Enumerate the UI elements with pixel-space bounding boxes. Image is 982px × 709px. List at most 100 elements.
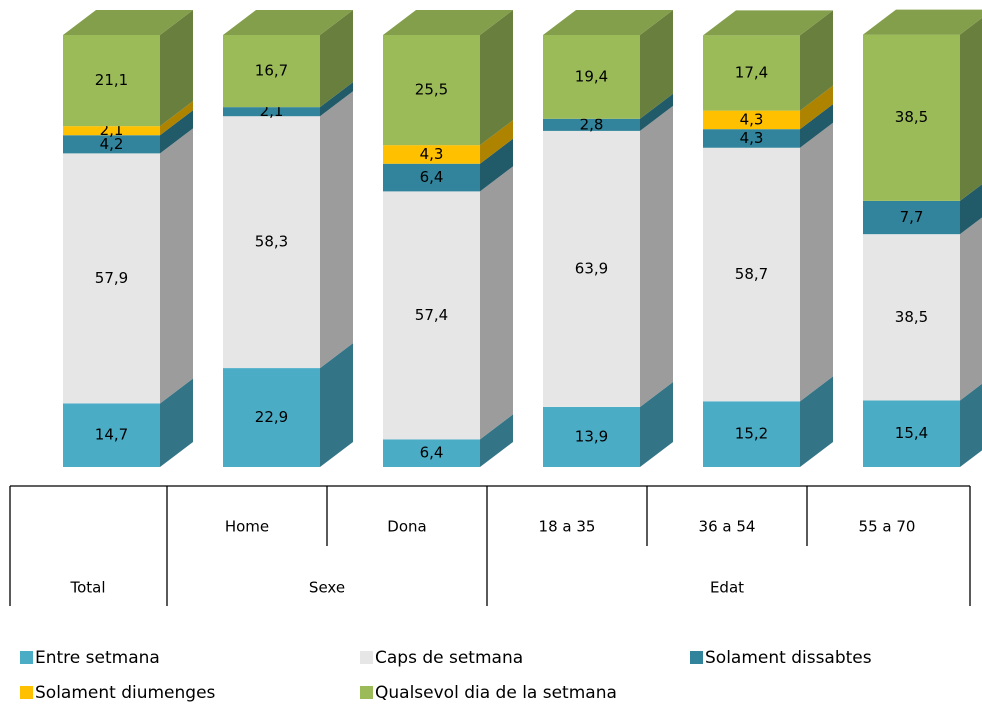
bar-side [160,101,193,136]
bar-side [800,122,833,402]
bar-segment [223,368,320,467]
bar-segment [383,191,480,440]
bar-side [640,10,673,119]
bar-side [160,10,193,127]
data-label: 2,8 [580,115,604,133]
bar-side [160,378,193,467]
bar-side [800,376,833,467]
bar-segment [703,401,800,467]
data-label: 22,9 [255,408,288,426]
x-tick-label: 55 a 70 [859,518,916,536]
data-label: 58,7 [735,265,768,283]
bar-side [480,138,513,192]
bar-side [640,105,673,407]
bar-segment [223,35,320,108]
bar-segment [703,35,800,111]
bar-segment [383,439,480,467]
bar-segment [863,34,960,201]
data-label: 6,4 [420,444,444,462]
bar-side [320,82,353,117]
bar-top [63,10,193,35]
bar-side [320,10,353,108]
bar-segment [63,403,160,467]
data-label: 21,1 [95,71,128,89]
bar-segment [63,126,160,136]
bar-top [223,10,353,35]
bar-segment [383,35,480,146]
bar-side [960,217,982,401]
data-label: 15,4 [895,424,928,442]
bar-side [480,10,513,146]
data-label: 57,4 [415,306,448,324]
legend-label: Solament dissabtes [705,648,872,668]
x-tick-label: Dona [387,518,426,536]
data-label: 38,5 [895,108,928,126]
bar-side [960,184,982,235]
data-label: 38,5 [895,308,928,326]
x-tick-label: 18 a 35 [539,518,596,536]
data-label: 6,4 [420,168,444,186]
data-label: 4,2 [100,135,124,153]
legend-swatch [20,651,33,664]
bar-segment [223,116,320,369]
bar-side [640,381,673,467]
bar-segment [223,107,320,117]
bar-side [480,120,513,164]
group-label: Sexe [309,579,345,597]
bar-side [800,85,833,130]
bar-segment [383,163,480,192]
bar-segment [543,118,640,131]
legend-swatch [360,686,373,699]
bar-top [543,10,673,35]
legend-swatch [360,651,373,664]
bar-segment [383,145,480,164]
data-label: 16,7 [255,62,288,80]
bar-side [800,104,833,148]
bar-side [480,166,513,440]
table-lines [9,485,971,606]
bar-side [160,128,193,404]
x-tick-label: Home [225,518,269,536]
data-label: 4,3 [740,129,764,147]
legend-label: Caps de setmana [375,648,523,668]
legend-label: Solament diumenges [35,683,216,703]
data-label: 58,3 [255,233,288,251]
bar-side [640,93,673,131]
bar-side [160,110,193,154]
bar-side [960,17,982,201]
bar-segment [63,135,160,154]
bar-segment [543,130,640,407]
data-label: 14,7 [95,426,128,444]
data-label: 25,5 [415,81,448,99]
bar-segment [703,147,800,402]
data-label: 4,3 [740,110,764,128]
bar-top [703,10,833,36]
data-label: 7,7 [900,208,924,226]
bar-side [320,343,353,467]
bar-segment [63,35,160,127]
bar-side [480,414,513,467]
bar-segment [863,400,960,467]
data-label: 4,3 [420,145,444,163]
bar-segment [703,129,800,148]
data-label: 17,4 [735,64,768,82]
legend-label: Entre setmana [35,648,160,668]
data-label: 19,4 [575,67,608,85]
bar-side [320,91,353,369]
legend-label: Qualsevol dia de la setmana [375,683,617,703]
bar-segment [543,35,640,119]
bar-top [383,10,513,35]
data-label: 63,9 [575,259,608,277]
legend-swatch [690,651,703,664]
x-tick-label: 36 a 54 [699,518,756,536]
bar-segment [863,200,960,235]
group-label: Edat [710,579,744,597]
data-label: 13,9 [575,427,608,445]
bar-segment [703,110,800,130]
bar-side [800,10,833,111]
bar-side [960,383,982,467]
bar-segment [863,234,960,401]
legend-swatch [20,686,33,699]
data-label: 57,9 [95,269,128,287]
